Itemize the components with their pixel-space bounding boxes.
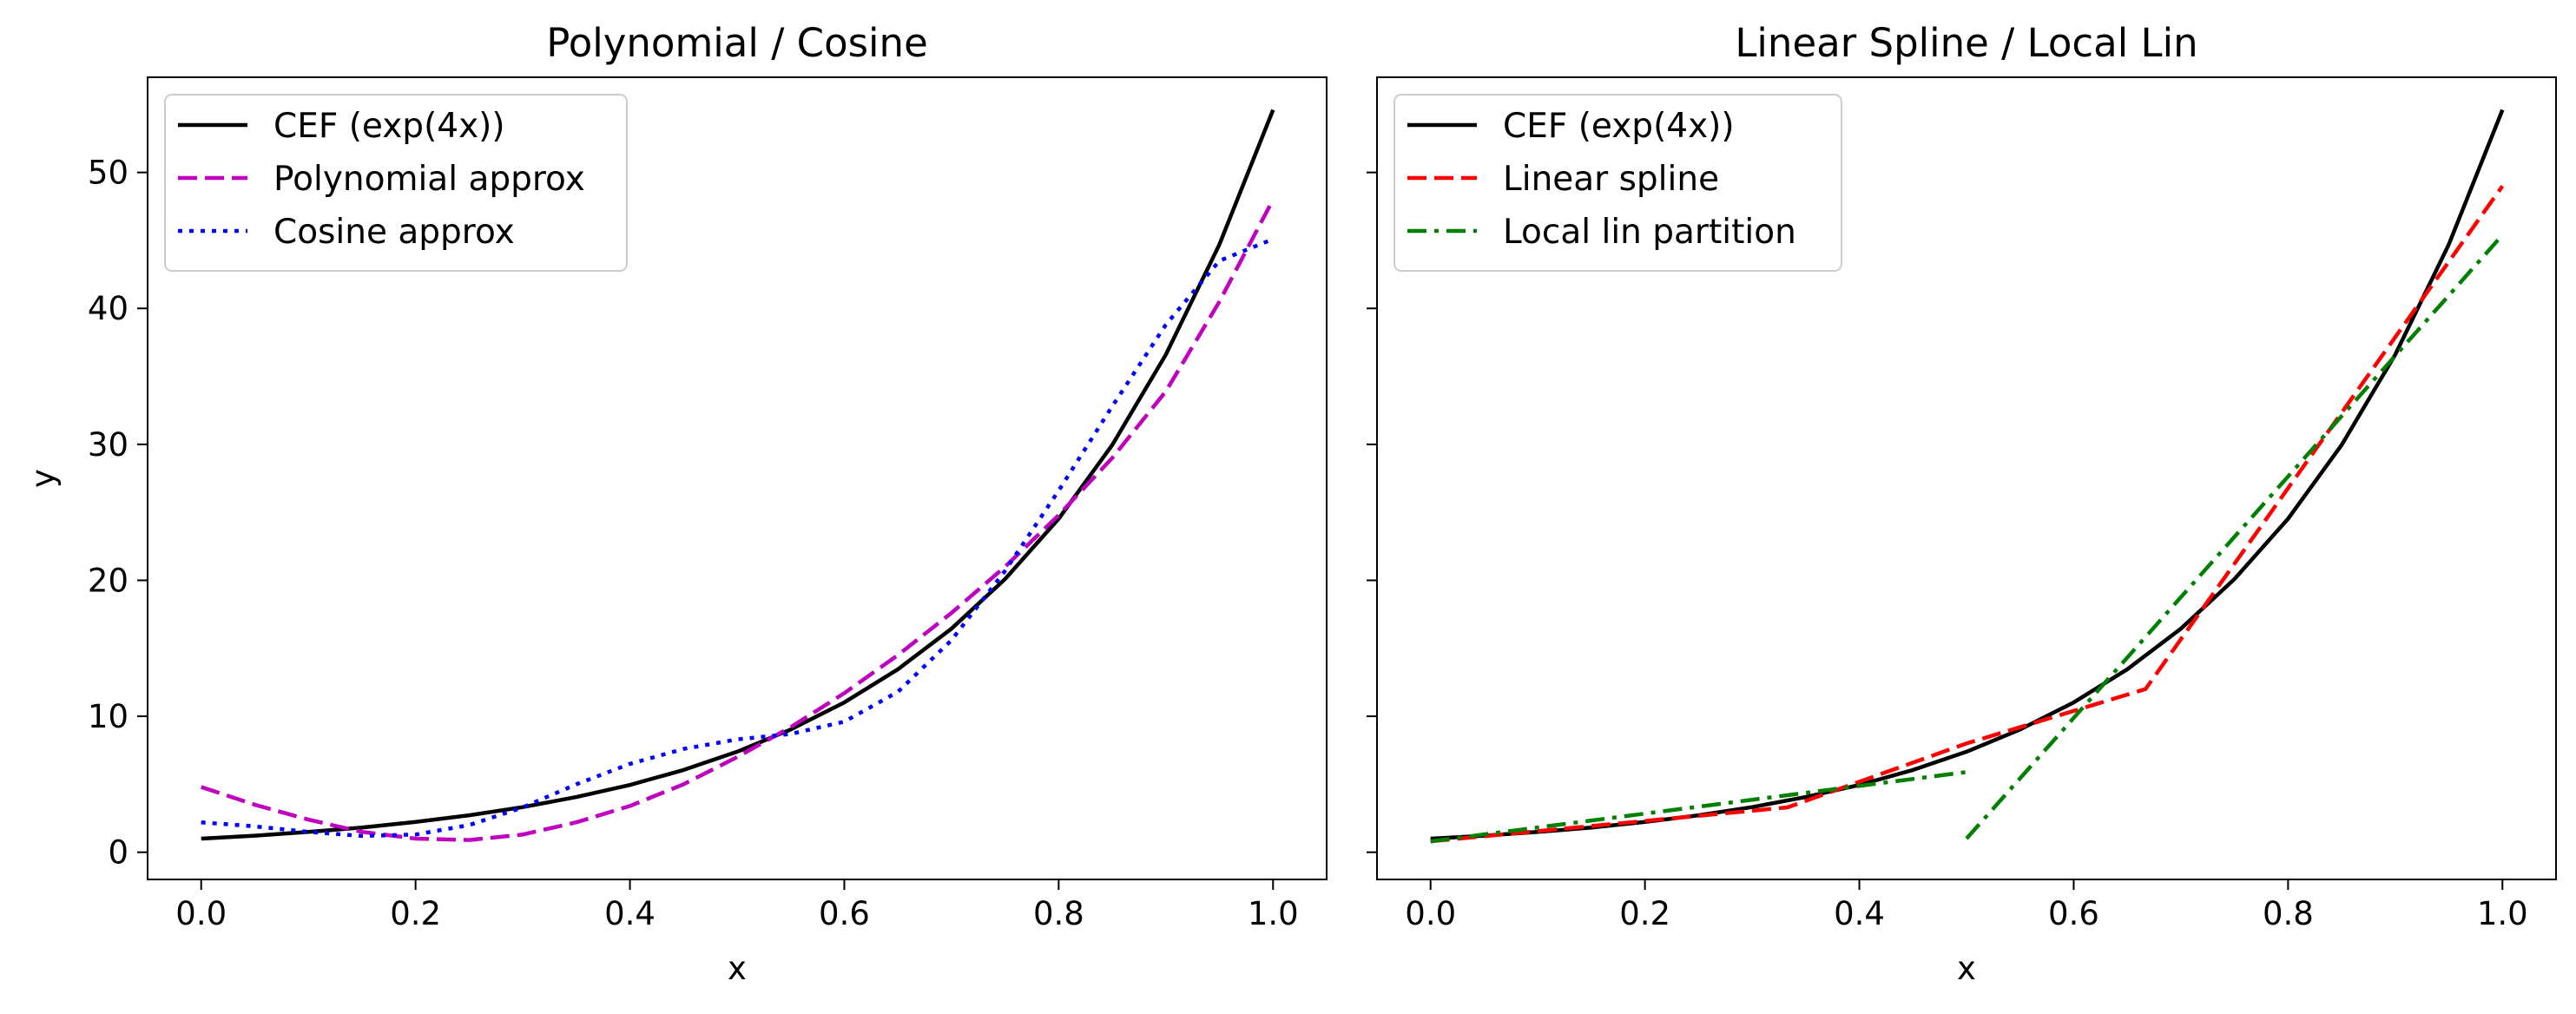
left-series-1-line [200, 198, 1275, 842]
left-y-tick-label: 0 [108, 834, 128, 872]
left-x-tick-label: 0.2 [390, 895, 441, 932]
right-x-tick-label: 0.0 [1405, 895, 1456, 932]
left-x-tick-label: 0.4 [604, 895, 656, 932]
left-legend [164, 94, 628, 272]
right-legend-label-0: CEF (exp(4x)) [1503, 107, 1735, 146]
left-x-tick-label: 1.0 [1248, 895, 1299, 932]
left-panel-y-axis-label: y [24, 469, 62, 488]
right-panel-x-axis-label: x [1957, 950, 1976, 987]
right-series-2-segment-0-line [1430, 770, 1967, 844]
right-x-tick-label: 1.0 [2477, 895, 2528, 932]
left-y-tick-label: 20 [88, 562, 128, 599]
right-series-group [1430, 109, 2505, 844]
right-panel-title: Linear Spline / Local Lin [1735, 20, 2197, 66]
left-legend-label-2: Cosine approx [273, 213, 515, 252]
left-x-tick-label: 0.0 [175, 895, 227, 932]
right-series-2-segment-1-line [1965, 234, 2504, 840]
left-x-tick-label: 0.8 [1033, 895, 1084, 932]
left-y-tick-label: 40 [88, 290, 128, 327]
right-legend [1393, 94, 1842, 272]
right-x-tick-label: 0.6 [2048, 895, 2099, 932]
left-panel-title: Polynomial / Cosine [546, 20, 928, 66]
right-x-tick-label: 0.2 [1619, 895, 1670, 932]
right-panel: Linear Spline / Local Lin x 0.0 0.2 0.4 0.6… [1367, 20, 2557, 987]
left-series-0-line [201, 109, 1275, 841]
left-y-tick-label: 50 [88, 155, 128, 192]
right-x-tick-label: 0.4 [1834, 895, 1885, 932]
right-plot-frame [1376, 76, 2557, 880]
left-plot-frame [147, 76, 1328, 880]
left-panel: Polynomial / Cosine x y 0.0 0.2 0.4 0.6 0.8 1… [24, 20, 1328, 987]
left-x-tick-label: 0.6 [819, 895, 870, 932]
left-legend-label-0: CEF (exp(4x)) [273, 107, 505, 146]
right-series-1-line [1430, 184, 2505, 844]
left-series-group [200, 109, 1275, 842]
left-y-tick-label: 10 [88, 698, 128, 735]
right-legend-label-2: Local lin partition [1503, 213, 1796, 252]
right-legend-label-1: Linear spline [1503, 160, 1719, 199]
left-legend-label-1: Polynomial approx [273, 160, 585, 199]
left-panel-x-axis-label: x [728, 950, 747, 987]
left-y-tick-label: 30 [88, 426, 128, 464]
right-x-tick-label: 0.8 [2263, 895, 2314, 932]
